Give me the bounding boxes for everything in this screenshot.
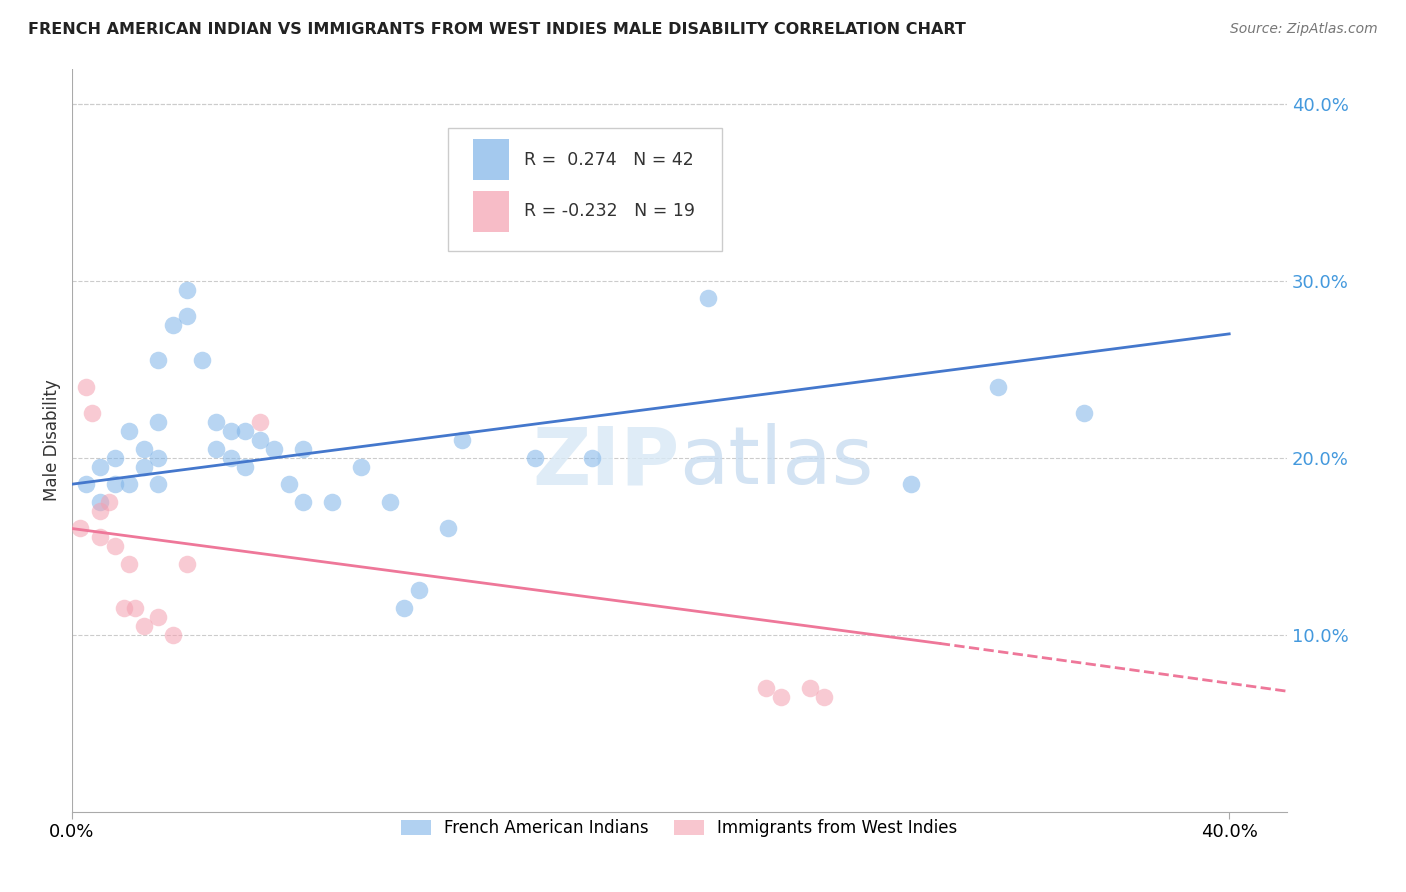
Point bbox=[148, 610, 170, 624]
Point bbox=[755, 681, 778, 695]
Point bbox=[104, 450, 127, 465]
Point bbox=[292, 442, 315, 456]
Point bbox=[89, 459, 111, 474]
Point bbox=[162, 318, 184, 332]
Point bbox=[176, 283, 198, 297]
Point bbox=[321, 495, 343, 509]
Point bbox=[408, 583, 430, 598]
Point bbox=[148, 450, 170, 465]
Text: Source: ZipAtlas.com: Source: ZipAtlas.com bbox=[1230, 22, 1378, 37]
Point bbox=[132, 619, 155, 633]
Text: R = -0.232   N = 19: R = -0.232 N = 19 bbox=[523, 202, 695, 220]
Point bbox=[176, 557, 198, 571]
Point bbox=[148, 415, 170, 429]
Point bbox=[132, 459, 155, 474]
Point bbox=[191, 353, 214, 368]
Point bbox=[112, 601, 135, 615]
Point bbox=[394, 601, 416, 615]
Point bbox=[249, 433, 271, 447]
Point bbox=[769, 690, 792, 704]
Point bbox=[148, 353, 170, 368]
Text: ZIP: ZIP bbox=[531, 424, 679, 501]
Point bbox=[80, 407, 103, 421]
Legend: French American Indians, Immigrants from West Indies: French American Indians, Immigrants from… bbox=[394, 813, 965, 844]
Point bbox=[581, 450, 603, 465]
Point bbox=[219, 450, 242, 465]
Point bbox=[495, 150, 517, 164]
Point bbox=[813, 690, 835, 704]
Point bbox=[89, 504, 111, 518]
Text: atlas: atlas bbox=[679, 424, 873, 501]
Point bbox=[75, 380, 97, 394]
Point bbox=[104, 477, 127, 491]
Point bbox=[69, 521, 91, 535]
Point bbox=[292, 495, 315, 509]
Point bbox=[436, 521, 458, 535]
Point bbox=[118, 424, 141, 438]
Point bbox=[1073, 407, 1095, 421]
Point bbox=[799, 681, 821, 695]
Y-axis label: Male Disability: Male Disability bbox=[44, 379, 60, 501]
Point bbox=[118, 557, 141, 571]
Point bbox=[89, 495, 111, 509]
Point bbox=[176, 309, 198, 323]
Point bbox=[219, 424, 242, 438]
Point bbox=[697, 292, 720, 306]
Point bbox=[900, 477, 922, 491]
Point bbox=[378, 495, 401, 509]
FancyBboxPatch shape bbox=[472, 139, 509, 180]
Point bbox=[205, 442, 228, 456]
Point bbox=[98, 495, 121, 509]
FancyBboxPatch shape bbox=[472, 191, 509, 232]
Point bbox=[233, 424, 256, 438]
Point bbox=[263, 442, 285, 456]
Point bbox=[148, 477, 170, 491]
Point bbox=[249, 415, 271, 429]
Text: R =  0.274   N = 42: R = 0.274 N = 42 bbox=[523, 151, 693, 169]
Point bbox=[124, 601, 146, 615]
Point bbox=[75, 477, 97, 491]
Point bbox=[132, 442, 155, 456]
Point bbox=[350, 459, 373, 474]
Point bbox=[233, 459, 256, 474]
Text: FRENCH AMERICAN INDIAN VS IMMIGRANTS FROM WEST INDIES MALE DISABILITY CORRELATIO: FRENCH AMERICAN INDIAN VS IMMIGRANTS FRO… bbox=[28, 22, 966, 37]
Point bbox=[987, 380, 1010, 394]
Point bbox=[162, 627, 184, 641]
Point bbox=[277, 477, 299, 491]
Point bbox=[205, 415, 228, 429]
Point bbox=[118, 477, 141, 491]
Point bbox=[451, 433, 474, 447]
Point bbox=[89, 530, 111, 544]
FancyBboxPatch shape bbox=[449, 128, 721, 251]
Point bbox=[104, 539, 127, 553]
Point bbox=[523, 450, 546, 465]
